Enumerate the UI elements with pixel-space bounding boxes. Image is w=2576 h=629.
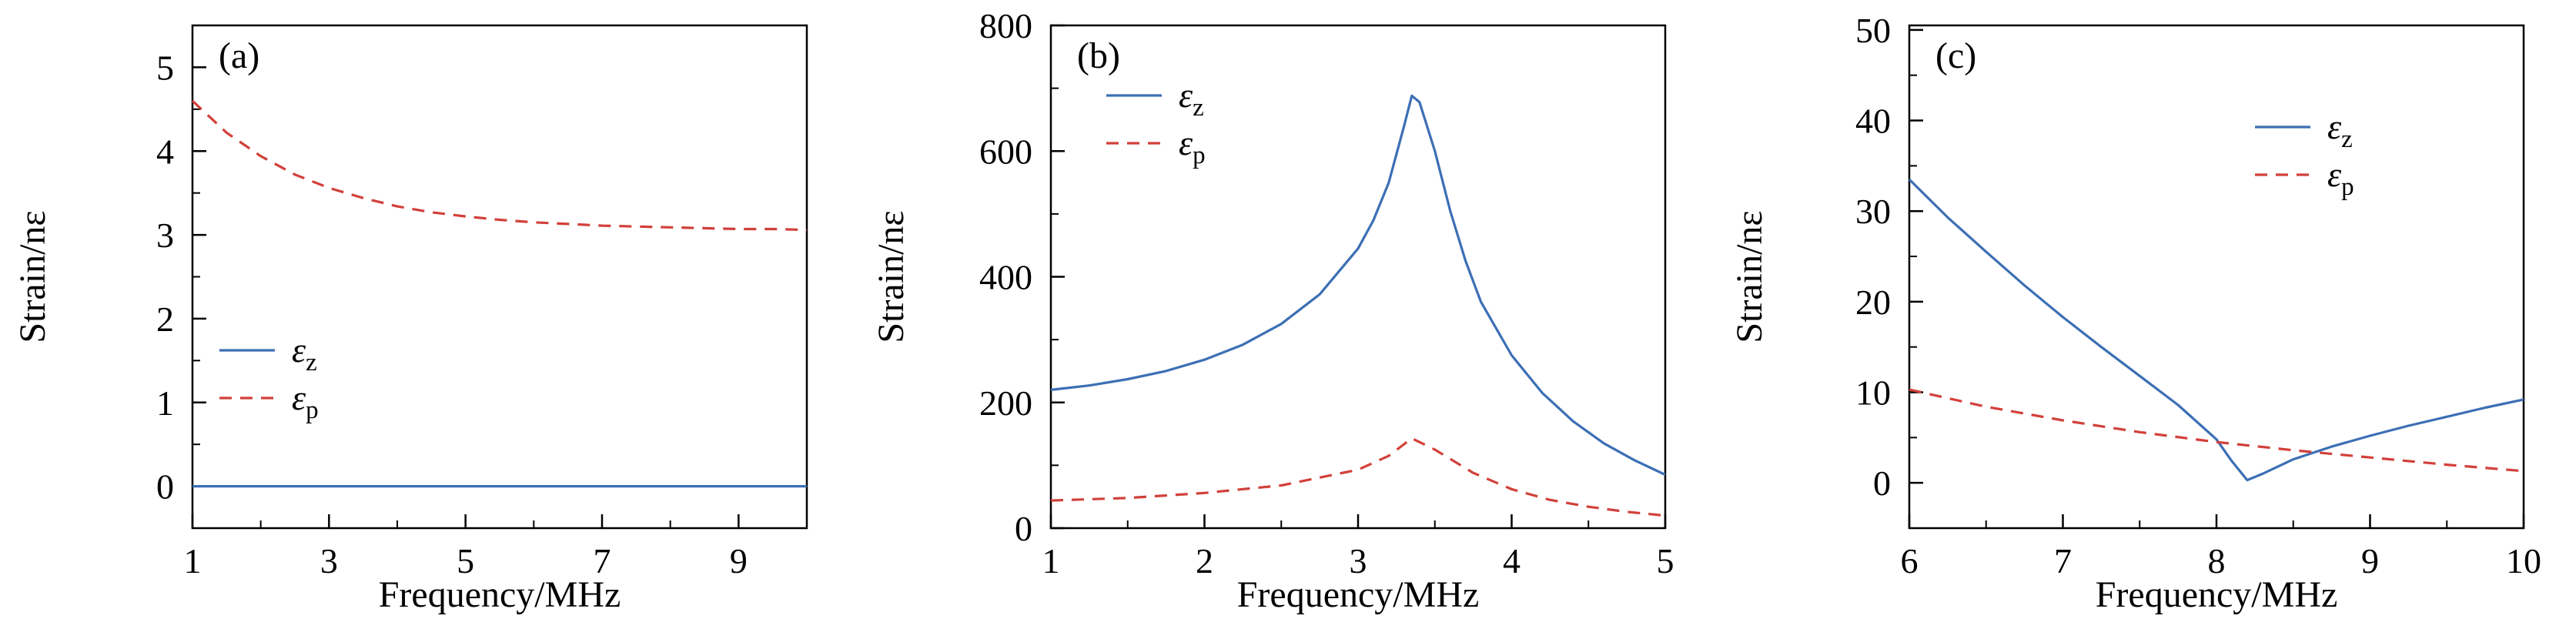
y-tick-label: 10 xyxy=(1855,373,1891,413)
series-eps_z-line xyxy=(1908,178,2524,482)
panel-label: (b) xyxy=(1077,35,1120,76)
legend-label-eps_p: εp xyxy=(1179,123,1206,169)
y-axis-label: Strain/nε xyxy=(12,210,53,343)
plot-frame xyxy=(1908,24,2525,530)
series-eps_z-line xyxy=(1050,94,1666,477)
y-tick-label: 0 xyxy=(1015,509,1032,548)
y-tick-label: 50 xyxy=(1855,11,1891,50)
x-tick-label: 10 xyxy=(2506,541,2541,580)
y-tick-label: 0 xyxy=(156,467,174,507)
y-tick-label: 400 xyxy=(979,258,1032,297)
y-tick-label: 4 xyxy=(156,132,174,171)
panel-a: 1 3 5 7 9 0 1 2 3 4 5 Strain/nε Frequency/MHz (a) εz εp xyxy=(0,0,858,629)
x-tick-label: 5 xyxy=(457,541,474,580)
y-tick-label: 200 xyxy=(979,383,1032,423)
y-axis-label: Strain/nε xyxy=(1729,210,1770,343)
y-tick-label: 40 xyxy=(1855,102,1891,141)
series-eps_p-line xyxy=(1909,388,2524,473)
x-tick-label: 9 xyxy=(730,541,748,580)
x-tick-label: 6 xyxy=(1901,541,1919,580)
y-tick-label: 3 xyxy=(156,216,174,255)
y-tick-label: 600 xyxy=(979,132,1032,171)
x-tick-label: 3 xyxy=(1350,541,1367,580)
legend-label-eps_z: εz xyxy=(1179,75,1204,122)
chart-c-canvas: 6 7 8 9 10 0 10 20 30 40 50 Strain/nε Frequency/MHz (… xyxy=(1729,11,2541,615)
x-tick-label: 5 xyxy=(1657,541,1674,580)
panel-label: (a) xyxy=(219,35,259,76)
plot-frame xyxy=(1049,24,1667,530)
plot-frame xyxy=(191,24,808,530)
x-tick-label: 2 xyxy=(1196,541,1213,580)
x-tick-label: 7 xyxy=(2054,541,2072,580)
y-tick-label: 5 xyxy=(156,48,174,87)
x-axis-label: Frequency/MHz xyxy=(379,574,621,615)
panel-b: 1 2 3 4 5 0 200 400 600 800 Strain/nε Frequency/MHz… xyxy=(858,0,1717,629)
y-tick-label: 30 xyxy=(1855,192,1891,231)
panel-c: 6 7 8 9 10 0 10 20 30 40 50 Strain/nε Frequency/MHz (… xyxy=(1717,0,2575,629)
x-tick-label: 9 xyxy=(2361,541,2379,580)
x-axis-label: Frequency/MHz xyxy=(2096,574,2338,615)
x-tick-label: 4 xyxy=(1503,541,1521,580)
chart-b-canvas: 1 2 3 4 5 0 200 400 600 800 Strain/nε Frequency/MHz… xyxy=(871,6,1674,615)
y-tick-label: 1 xyxy=(156,383,174,423)
legend-label-eps_z: εz xyxy=(292,330,317,376)
legend-label-eps_p: εp xyxy=(2327,155,2354,201)
y-axis-label: Strain/nε xyxy=(871,210,912,343)
legend-label-eps_z: εz xyxy=(2327,107,2353,153)
x-tick-label: 3 xyxy=(320,541,338,580)
y-tick-label: 0 xyxy=(1873,463,1891,503)
y-tick-label: 20 xyxy=(1855,283,1891,322)
x-tick-label: 1 xyxy=(184,541,202,580)
y-tick-label: 800 xyxy=(979,6,1032,45)
x-axis-label: Frequency/MHz xyxy=(1237,574,1480,615)
panel-label: (c) xyxy=(1935,35,1976,76)
x-tick-label: 7 xyxy=(594,541,611,580)
y-tick-label: 2 xyxy=(156,299,174,339)
x-tick-label: 8 xyxy=(2208,541,2226,580)
series-eps_p-line xyxy=(191,99,808,232)
legend-label-eps_p: εp xyxy=(292,378,319,424)
series-eps_p-line xyxy=(1050,437,1666,517)
x-tick-label: 1 xyxy=(1042,541,1060,580)
